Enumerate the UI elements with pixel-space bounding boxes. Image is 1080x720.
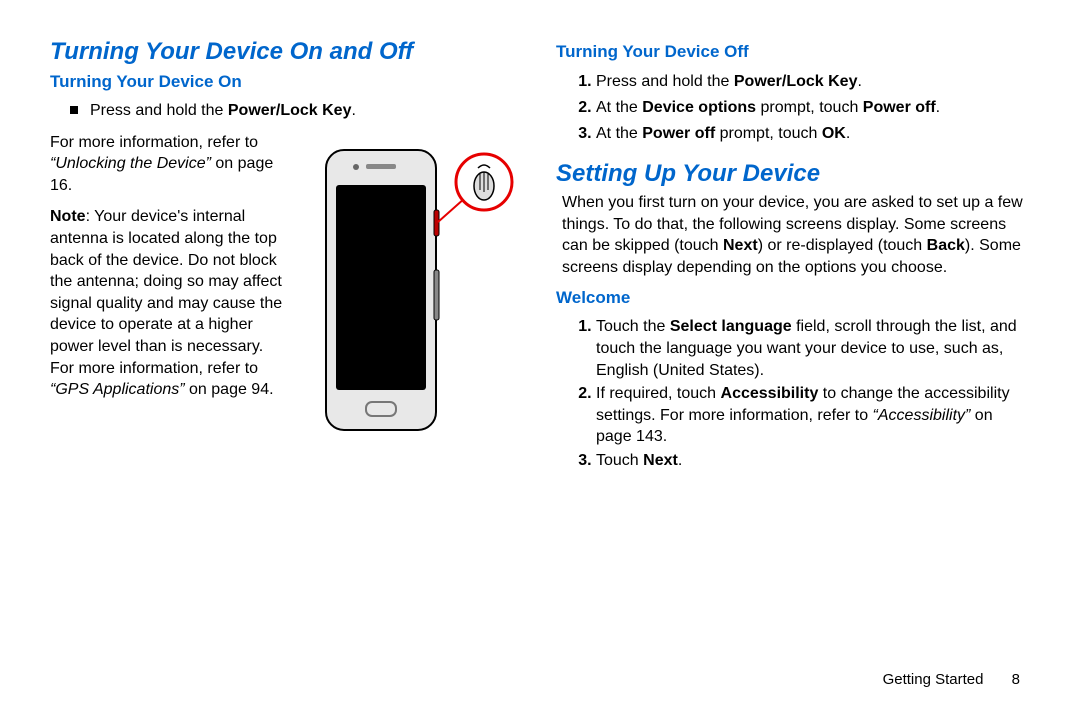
welcome-step-1: Touch the Select language field, scroll … <box>596 316 1030 381</box>
bullet-icon <box>70 106 78 114</box>
welcome-step-2: If required, touch Accessibility to chan… <box>596 383 1030 448</box>
note-label: Note <box>50 208 86 225</box>
page-footer: Getting Started 8 <box>883 671 1020 688</box>
heading-on-off: Turning Your Device On and Off <box>50 38 524 66</box>
off-step-1: Press and hold the Power/Lock Key. <box>596 70 1030 94</box>
text-and-illustration: For more information, refer to “Unlockin… <box>50 132 524 440</box>
left-column: Turning Your Device On and Off Turning Y… <box>50 38 524 690</box>
right-column: Turning Your Device Off Press and hold t… <box>556 38 1030 690</box>
bullet-post: . <box>351 102 355 119</box>
heading-on: Turning Your Device On <box>50 72 524 92</box>
off-steps: Press and hold the Power/Lock Key. At th… <box>556 70 1030 148</box>
bullet-power-on: Press and hold the Power/Lock Key. <box>70 100 524 122</box>
heading-setup: Setting Up Your Device <box>556 160 1030 188</box>
footer-section: Getting Started <box>883 671 984 688</box>
off-step-2: At the Device options prompt, touch Powe… <box>596 96 1030 120</box>
heading-welcome: Welcome <box>556 288 1030 308</box>
note-post: on page 94. <box>185 381 274 398</box>
note-italic: “GPS Applications” <box>50 381 185 398</box>
bullet-pre: Press and hold the <box>90 102 228 119</box>
welcome-steps: Touch the Select language field, scroll … <box>556 316 1030 473</box>
heading-off: Turning Your Device Off <box>556 42 1030 62</box>
bullet-bold: Power/Lock Key <box>228 102 352 119</box>
off-step-3: At the Power off prompt, touch OK. <box>596 122 1030 146</box>
info-italic: “Unlocking the Device” <box>50 155 211 172</box>
note-body: : Your device's internal antenna is loca… <box>50 208 282 376</box>
phone-illustration <box>298 132 524 440</box>
setup-intro: When you first turn on your device, you … <box>562 192 1030 278</box>
bullet-text: Press and hold the Power/Lock Key. <box>90 100 356 122</box>
info-pre: For more information, refer to <box>50 134 258 151</box>
manual-page: Turning Your Device On and Off Turning Y… <box>0 0 1080 720</box>
on-details: For more information, refer to “Unlockin… <box>50 132 288 440</box>
footer-page-number: 8 <box>1012 671 1020 688</box>
phone-svg <box>306 140 516 440</box>
welcome-step-3: Touch Next. <box>596 450 1030 472</box>
